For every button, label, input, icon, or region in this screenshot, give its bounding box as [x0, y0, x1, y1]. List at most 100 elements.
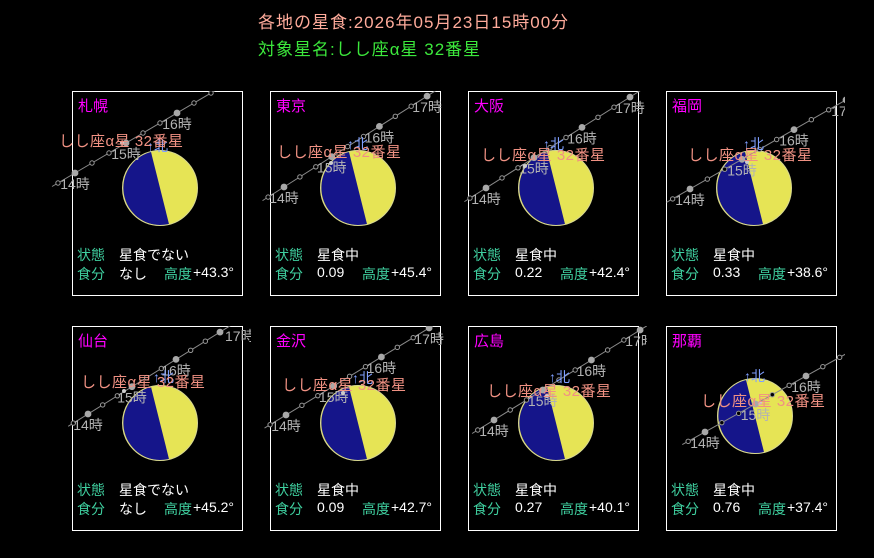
minute-mark: [547, 144, 553, 151]
minute-mark: [621, 337, 627, 343]
hour-label: 16時: [162, 116, 192, 132]
star-marker: [758, 401, 762, 405]
hour-mark: [738, 155, 746, 163]
minute-mark: [346, 373, 353, 380]
hour-label: 15時: [519, 161, 549, 177]
city-name-label: 大阪: [474, 98, 505, 115]
page-title: 各地の星食:2026年05月23日15時00分: [258, 13, 570, 32]
status-label: 状態: [671, 482, 699, 498]
minute-mark: [685, 438, 691, 445]
minute-mark: [475, 427, 481, 433]
status-label: 状態: [77, 482, 105, 498]
moon-dark-limb: [519, 386, 566, 461]
hour-mark: [376, 123, 383, 130]
hour-label: 17時: [625, 333, 647, 349]
city-name-label: 広島: [474, 333, 505, 350]
hour-label: 17時: [225, 328, 251, 344]
minute-mark: [808, 117, 815, 123]
hour-mark: [842, 96, 845, 104]
minute-mark: [669, 196, 676, 202]
status-value: 星食中: [713, 482, 755, 498]
magnitude-value: 0.33: [713, 264, 741, 280]
minute-mark: [267, 421, 273, 428]
north-direction-indicator: ↑北: [347, 136, 368, 152]
moon-track-canvas: 14時 15時 16時 17時: [471, 326, 647, 461]
status-value: 星食中: [515, 482, 557, 498]
hour-mark: [578, 124, 586, 131]
hour-label: 14時: [471, 191, 501, 207]
moon-dark-limb: [718, 379, 765, 454]
magnitude-altitude-row: 食分 0.76 高度 +37.4°: [667, 499, 836, 517]
moon-rim: [122, 150, 198, 226]
minute-mark: [595, 114, 601, 120]
hour-mark: [539, 386, 547, 394]
magnitude-value: 0.76: [713, 499, 741, 515]
magnitude-value: 0.27: [515, 499, 543, 515]
hour-label: 14時: [271, 418, 301, 434]
star-name-label: しし座α星 32番星: [277, 144, 402, 161]
city-name-label: 金沢: [276, 333, 307, 350]
status-label: 状態: [77, 247, 105, 263]
city-name-label: 札幌: [78, 98, 109, 115]
north-direction-indicator: ↑北: [543, 136, 564, 152]
magnitude-label: 食分: [671, 501, 699, 517]
status-row: 状態 星食中: [271, 245, 440, 263]
hour-label: 14時: [479, 423, 509, 439]
altitude-label: 高度: [758, 501, 786, 517]
minute-mark: [556, 377, 562, 383]
minute-mark: [563, 134, 569, 141]
minute-mark: [89, 160, 95, 166]
star-marker: [329, 161, 333, 165]
hour-label: 16時: [365, 129, 395, 145]
altitude-label: 高度: [362, 266, 390, 282]
magnitude-altitude-row: 食分 0.09 高度 +42.7°: [271, 499, 440, 517]
star-marker: [120, 141, 124, 145]
hour-mark: [701, 428, 709, 436]
status-value: 星食でない: [119, 247, 189, 263]
minute-mark: [70, 420, 77, 426]
city-name-label: 仙台: [78, 333, 109, 350]
minute-mark: [735, 410, 742, 417]
north-direction-indicator: ↑北: [153, 369, 174, 385]
north-direction-indicator: ↑北: [549, 369, 570, 385]
altitude-label: 高度: [758, 266, 786, 282]
minute-mark: [704, 176, 711, 182]
hour-mark: [378, 353, 385, 361]
altitude-label: 高度: [560, 501, 588, 517]
hour-mark: [280, 183, 288, 191]
star-track-line: [471, 326, 647, 434]
minute-mark: [344, 143, 351, 150]
hour-label: 17時: [412, 99, 442, 115]
minute-mark: [786, 382, 792, 389]
hour-mark: [282, 411, 290, 419]
minute-mark: [410, 334, 416, 341]
minute-mark: [769, 391, 776, 398]
magnitude-value: 0.09: [317, 499, 345, 515]
altitude-label: 高度: [164, 266, 192, 282]
minute-mark: [99, 402, 106, 408]
hour-mark: [530, 154, 538, 162]
star-marker: [545, 394, 549, 398]
minute-mark: [140, 130, 146, 136]
moon-dark-limb: [123, 386, 170, 461]
target-star-subtitle: 対象星名:しし座α星 32番星: [258, 40, 482, 59]
status-label: 状態: [275, 482, 303, 498]
minute-mark: [467, 195, 473, 201]
minute-mark: [362, 363, 369, 370]
status-row: 状態 星食でない: [73, 480, 242, 498]
altitude-value: +45.2°: [193, 499, 235, 515]
star-track-line: [666, 99, 845, 203]
moon-dark-limb: [321, 151, 368, 226]
status-value: 星食中: [515, 247, 557, 263]
star-name-label: しし座α星 32番星: [81, 374, 206, 391]
star-track-line: [464, 91, 641, 203]
magnitude-label: 食分: [671, 266, 699, 282]
star-track-line: [262, 91, 437, 202]
altitude-label: 高度: [362, 501, 390, 517]
moon-rim: [320, 385, 396, 461]
magnitude-value: なし: [119, 266, 147, 282]
star-marker: [122, 389, 126, 393]
city-panel: 14時 15時 16時 17時 福岡 ↑北 しし座α星 32番星 状態 星食中 食分 …: [666, 91, 845, 296]
star-name-label: しし座α星 32番星: [59, 133, 184, 150]
